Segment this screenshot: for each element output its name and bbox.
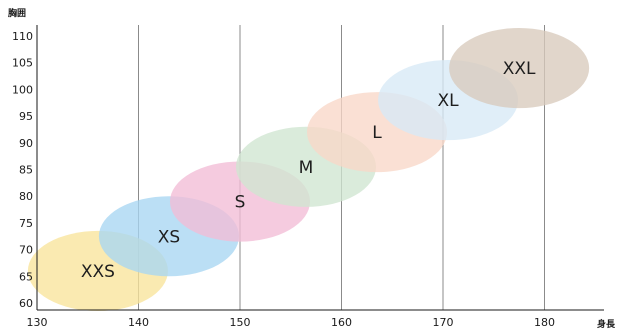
x-tick-170: 170 [433,316,454,329]
size-ellipse-xxl [449,27,590,109]
y-tick-90: 90 [19,137,33,150]
x-tick-160: 160 [331,316,352,329]
size-label-s: S [235,193,246,213]
y-tick-100: 100 [12,83,33,96]
y-tick-70: 70 [19,244,33,257]
x-tick-180: 180 [534,316,555,329]
y-tick-labels: 60 65 70 75 80 85 90 95 100 105 110 [12,30,33,310]
y-tick-85: 85 [19,164,33,177]
x-tick-labels: 130 140 150 160 170 180 [27,316,556,329]
y-tick-110: 110 [12,30,33,43]
x-tick-130: 130 [27,316,48,329]
size-label-xl: XL [438,91,460,111]
y-tick-95: 95 [19,110,33,123]
x-axis-label: 身長 [597,318,616,330]
size-label-xxl: XXL [503,59,536,79]
size-label-xs: XS [158,227,180,247]
y-tick-75: 75 [19,217,33,230]
size-ellipses [27,27,590,312]
size-labels: XXS XS S M L XL XXL [81,59,536,282]
y-tick-105: 105 [12,57,33,70]
y-tick-65: 65 [19,270,33,283]
size-label-m: M [299,158,314,178]
axes [36,25,604,311]
x-tick-140: 140 [128,316,149,329]
y-tick-60: 60 [19,297,33,310]
size-label-l: L [372,123,382,143]
size-label-xxs: XXS [81,262,115,282]
y-tick-80: 80 [19,190,33,203]
x-tick-150: 150 [230,316,251,329]
y-axis-label: 胸囲 [8,7,26,19]
